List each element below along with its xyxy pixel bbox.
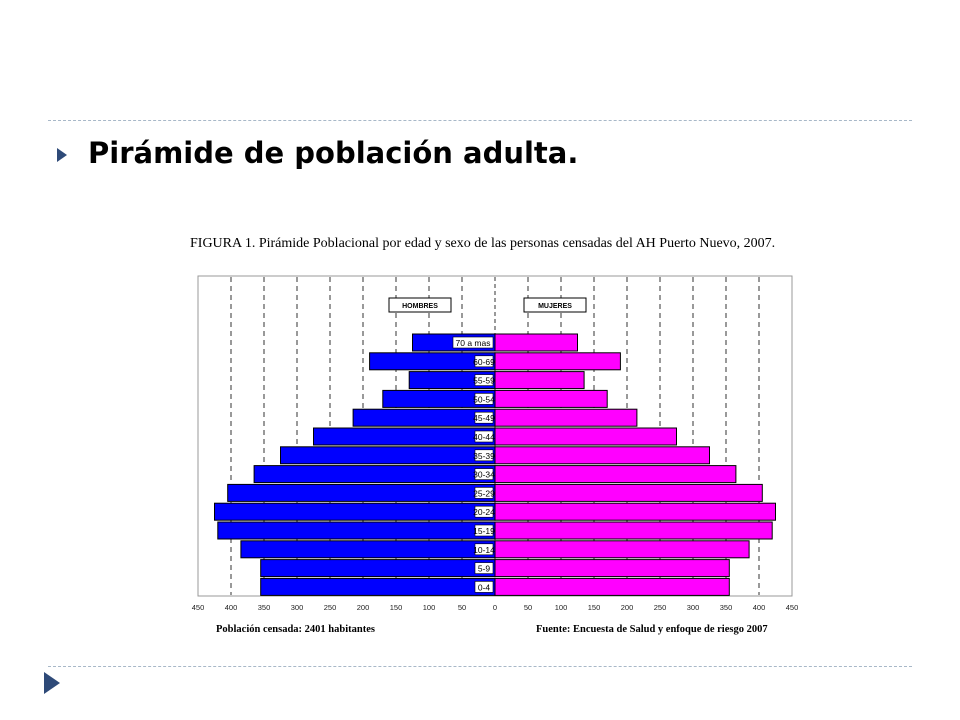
x-tick-label: 200 xyxy=(357,603,370,612)
x-tick-label: 250 xyxy=(654,603,667,612)
age-label: 35-39 xyxy=(473,451,495,461)
bar-mujeres-60-69 xyxy=(494,352,621,371)
bar-hombres-25-29 xyxy=(227,483,496,502)
bar-mujeres-0-4 xyxy=(494,577,730,596)
bar-mujeres-50-54 xyxy=(494,389,608,408)
age-label-box xyxy=(474,581,494,593)
legend-label-mujeres: MUJERES xyxy=(538,303,572,310)
source-note: Fuente: Encuesta de Salud y enfoque de r… xyxy=(536,624,768,635)
bar-mujeres-5-9 xyxy=(494,559,730,578)
x-tick-label: 100 xyxy=(555,603,568,612)
x-tick-label: 100 xyxy=(423,603,436,612)
age-label: 50-54 xyxy=(473,394,495,404)
bar-hombres-20-24 xyxy=(214,502,496,521)
age-label-box xyxy=(474,449,494,462)
population-note: Población censada: 2401 habitantes xyxy=(216,624,375,635)
x-tick-label: 350 xyxy=(720,603,733,612)
bar-hombres-10-14 xyxy=(240,540,496,559)
age-label-box xyxy=(474,543,494,556)
x-tick-label: 350 xyxy=(258,603,271,612)
bar-mujeres-25-29 xyxy=(494,483,763,502)
age-label-box xyxy=(474,355,494,368)
age-label-box xyxy=(474,393,494,405)
x-tick-label: 200 xyxy=(621,603,634,612)
triangle-right-icon xyxy=(57,148,67,162)
chart-title: FIGURA 1. Pirámide Poblacional por edad … xyxy=(190,236,776,251)
triangle-right-icon xyxy=(44,672,60,694)
bar-mujeres-15-19 xyxy=(494,521,773,540)
bar-hombres-5-9 xyxy=(260,559,496,578)
x-tick-label: 450 xyxy=(192,603,205,612)
age-label: 45-49 xyxy=(473,413,495,423)
age-label: 60-69 xyxy=(473,357,495,367)
age-label: 5-9 xyxy=(478,564,491,574)
age-label: 30-34 xyxy=(473,470,495,480)
age-label: 25-29 xyxy=(473,488,495,498)
slide-title: Pirámide de población adulta. xyxy=(88,136,579,170)
bar-mujeres-20-24 xyxy=(494,502,776,521)
age-label: 15-19 xyxy=(473,526,495,536)
x-tick-label: 300 xyxy=(291,603,304,612)
age-label-box xyxy=(474,487,494,499)
top-divider xyxy=(48,120,912,121)
bar-hombres-40-44 xyxy=(313,427,496,446)
age-label-box xyxy=(474,524,494,537)
legend-label-hombres: HOMBRES xyxy=(402,303,438,310)
age-label: 70 a mas xyxy=(456,338,491,348)
x-tick-label: 150 xyxy=(588,603,601,612)
x-tick-label: 50 xyxy=(458,603,466,612)
bar-mujeres-40-44 xyxy=(494,427,677,446)
x-tick-label: 0 xyxy=(493,603,497,612)
age-label: 40-44 xyxy=(473,432,495,442)
age-label-box xyxy=(474,468,494,480)
age-label-box xyxy=(474,374,494,386)
bar-mujeres-45-49 xyxy=(494,408,638,427)
age-label-box xyxy=(474,562,494,574)
bar-mujeres-10-14 xyxy=(494,540,750,559)
bar-mujeres-55-59 xyxy=(494,371,585,390)
age-label-box xyxy=(474,411,494,424)
age-label-box xyxy=(452,336,494,349)
x-tick-label: 150 xyxy=(390,603,403,612)
legend-box-mujeres xyxy=(523,297,587,313)
age-label: 20-24 xyxy=(473,507,495,517)
x-tick-label: 400 xyxy=(225,603,238,612)
bar-hombres-35-39 xyxy=(280,446,496,465)
age-label: 55-59 xyxy=(473,376,495,386)
x-tick-label: 400 xyxy=(753,603,766,612)
x-tick-label: 300 xyxy=(687,603,700,612)
legend-box-hombres xyxy=(388,297,452,313)
bar-mujeres-30-34 xyxy=(494,465,737,484)
age-label: 0-4 xyxy=(478,582,491,592)
x-tick-label: 250 xyxy=(324,603,337,612)
age-label: 10-14 xyxy=(473,545,495,555)
age-label-box xyxy=(474,505,494,518)
bar-mujeres-35-39 xyxy=(494,446,710,465)
bottom-divider xyxy=(48,666,912,667)
bar-hombres-0-4 xyxy=(260,577,496,596)
bar-mujeres-70-a-mas xyxy=(494,333,578,352)
x-tick-label: 450 xyxy=(786,603,799,612)
bar-hombres-30-34 xyxy=(253,465,496,484)
x-tick-label: 50 xyxy=(524,603,532,612)
age-label-box xyxy=(474,430,494,443)
bar-hombres-15-19 xyxy=(217,521,496,540)
